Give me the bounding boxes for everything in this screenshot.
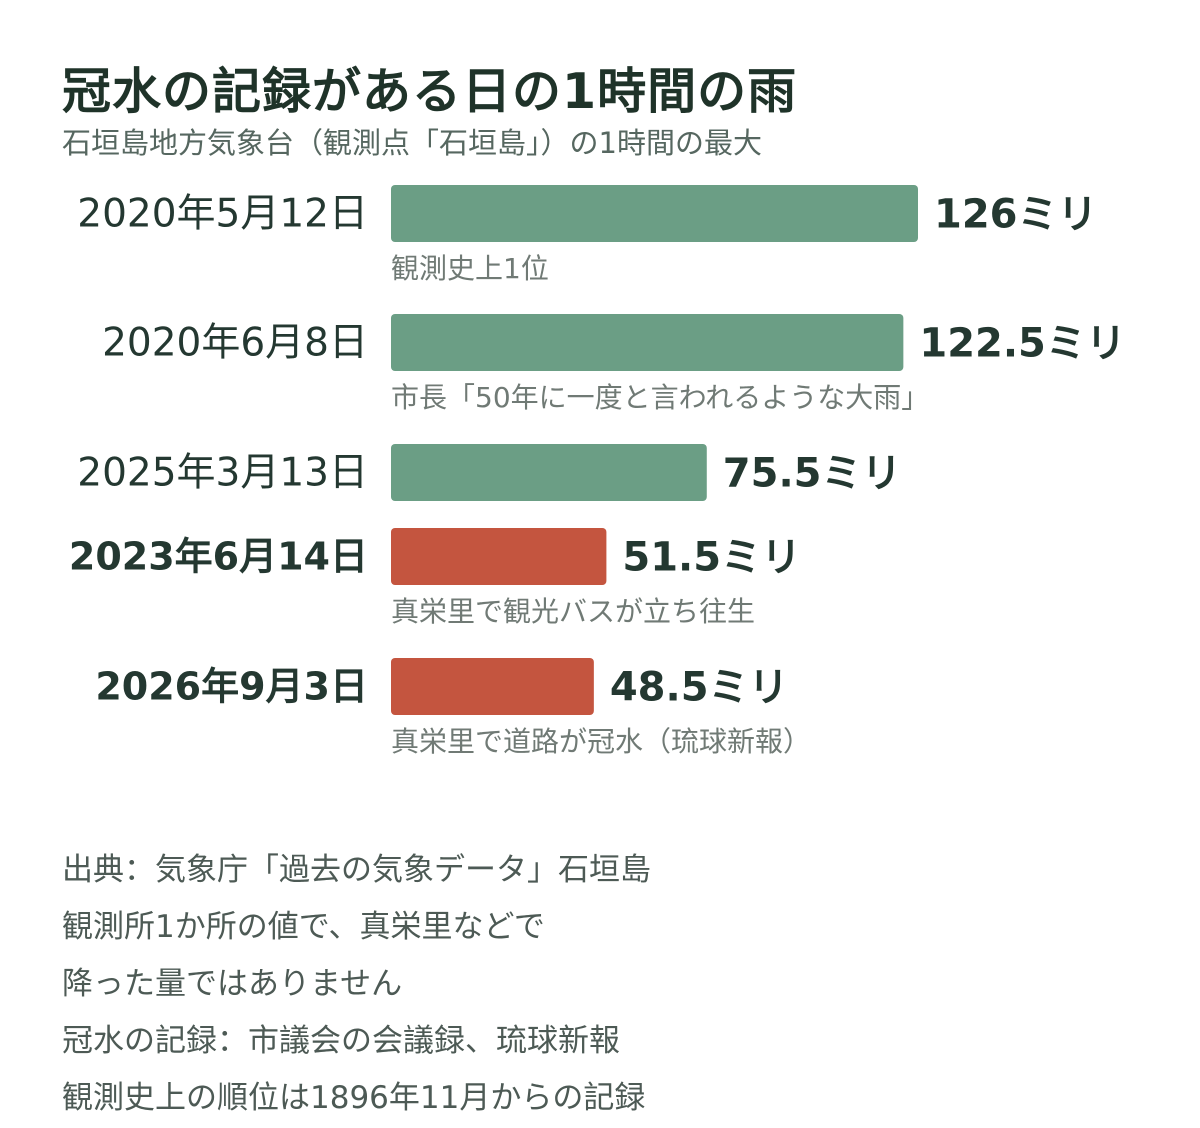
bar-note: 真栄里で観光バスが立ち往生 <box>391 595 755 628</box>
value-label: 122.5ミリ <box>919 321 1126 367</box>
chart-subtitle: 石垣島地方気象台（観測点「石垣島」）の1時間の最大 <box>62 126 762 160</box>
value-label: 126ミリ <box>934 192 1098 238</box>
bar <box>391 185 918 242</box>
source-line: 観測所1か所の値で、真栄里などで <box>62 909 545 945</box>
bar <box>391 528 607 585</box>
value-label: 48.5ミリ <box>610 665 789 711</box>
category-label: 2020年5月12日 <box>77 192 368 237</box>
source-line: 降った量ではありません <box>62 966 403 1002</box>
source-notes: 出典：気象庁「過去の気象データ」石垣島 観測所1か所の値で、真栄里などで 降った… <box>62 842 651 1127</box>
chart-title: 冠水の記録がある日の1時間の雨 <box>62 63 798 120</box>
bar <box>391 658 594 715</box>
category-label: 2026年9月3日 <box>95 665 368 709</box>
source-line: 出典：気象庁「過去の気象データ」石垣島 <box>62 852 651 888</box>
value-label: 75.5ミリ <box>723 451 902 497</box>
value-label: 51.5ミリ <box>622 535 801 581</box>
bar-note: 観測史上1位 <box>391 252 549 285</box>
bar <box>391 314 904 371</box>
bar-note: 真栄里で道路が冠水（琉球新報） <box>391 725 811 758</box>
source-line: 観測史上の順位は1896年11月からの記録 <box>62 1080 646 1116</box>
category-label: 2020年6月8日 <box>102 321 368 366</box>
category-label: 2025年3月13日 <box>77 451 368 496</box>
category-label: 2023年6月14日 <box>69 535 368 579</box>
source-line: 冠水の記録：市議会の会議録、琉球新報 <box>62 1023 620 1059</box>
bar-note: 市長「50年に一度と言われるような大雨」 <box>391 381 929 414</box>
bar <box>391 444 707 501</box>
